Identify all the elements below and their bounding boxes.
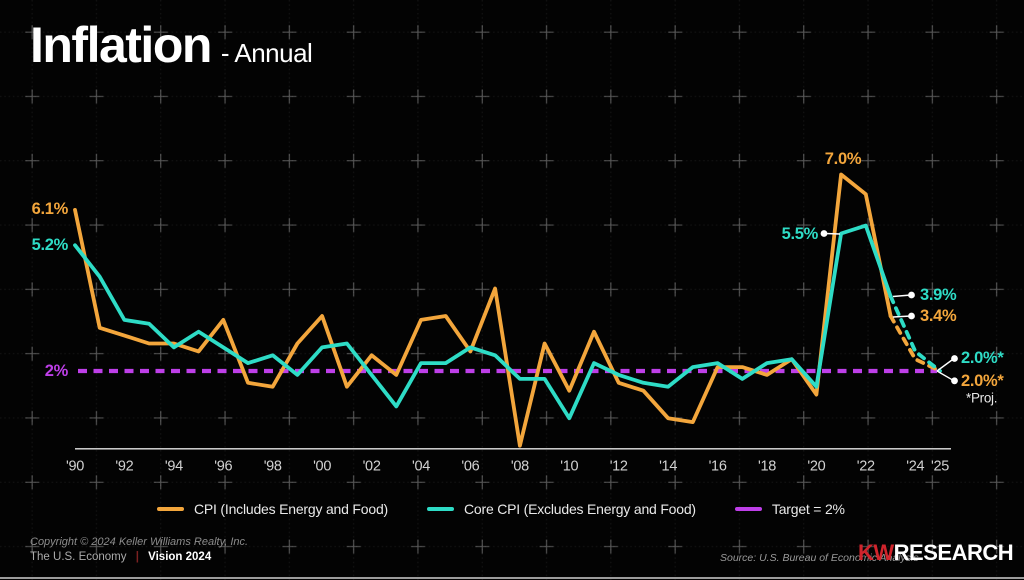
core-cpi-line [73,223,893,421]
annotation-cpi-peak: 7.0% [824,149,862,168]
legend-label-cpi: CPI (Includes Energy and Food) [194,501,388,517]
annotation-pointers [820,230,958,385]
annotation-cpi-start: 6.1% [31,199,69,218]
annotation-core-start: 5.2% [31,235,69,254]
x-tick-label: '92 [115,459,133,475]
legend-item-target: Target = 2% [734,501,845,517]
annotation-proj-note: *Proj. [966,390,998,406]
x-tick-label: '08 [511,459,529,475]
page-subtitle: - Annual [220,38,313,68]
legend-item-cpi: CPI (Includes Energy and Food) [157,501,388,517]
legend-label-target: Target = 2% [771,501,845,517]
annotation-cpi-2023: 3.4% [920,306,957,325]
x-tick-label: '02 [363,459,381,475]
annotation-target: 2% [44,361,69,380]
annotation-core-peak: 5.5% [781,224,819,243]
x-tick-label: '96 [214,459,232,475]
edition-name: Vision 2024 [148,551,212,563]
source-text: Source: U.S. Bureau of Economic Analysis [720,552,919,564]
kw-research-logo: KWRESEARCH [858,540,1014,566]
cpi-projection-line [888,314,942,373]
core-cpi-projection-line [888,294,942,373]
annotation-cpi-proj: 2.0%* [961,371,1004,390]
kw-logo-text: KW [858,540,894,565]
x-tick-label: '14 [659,459,677,475]
research-logo-text: RESEARCH [893,540,1014,565]
bottom-edge-line [0,577,1024,579]
x-tick-label: '98 [264,459,282,475]
x-tick-label: '16 [709,459,727,475]
header: Inflation - Annual [30,17,313,73]
x-tick-label: '24 [906,459,924,475]
chart-legend: CPI (Includes Energy and Food) Core CPI … [157,501,845,517]
annotation-core-2023: 3.9% [920,285,957,304]
x-tick-label: '18 [758,459,776,475]
x-tick-label: '00 [313,459,331,475]
footer-separator: | [135,551,139,563]
x-tick-label: '22 [857,459,875,475]
x-tick-label: '04 [412,459,430,475]
target-swatch-icon [734,506,762,512]
x-tick-label: '25 [931,459,949,475]
legend-item-core-cpi: Core CPI (Excludes Energy and Food) [427,501,696,517]
x-tick-label: '06 [461,459,479,475]
x-tick-label: '10 [560,459,578,475]
copyright-text: Copyright © 2024 Keller Williams Realty,… [30,536,249,548]
x-tick-label: '90 [66,459,84,475]
legend-label-core-cpi: Core CPI (Excludes Energy and Food) [464,501,696,517]
series-name: The U.S. Economy [30,551,127,563]
cpi-swatch-icon [157,506,184,512]
annotation-core-proj: 2.0%* [961,348,1004,367]
page-title: Inflation [30,17,212,73]
x-tick-label: '12 [610,459,628,475]
x-tick-label: '94 [165,459,183,475]
core-cpi-swatch-icon [427,506,454,512]
x-tick-label: '20 [807,459,825,475]
footer-series-line: The U.S. Economy | Vision 2024 [30,551,211,563]
x-axis-labels: '90 '92 '94 '96 '98 '00 '02 '04 '06 '08 '10 '12 '14 '… [66,459,950,475]
